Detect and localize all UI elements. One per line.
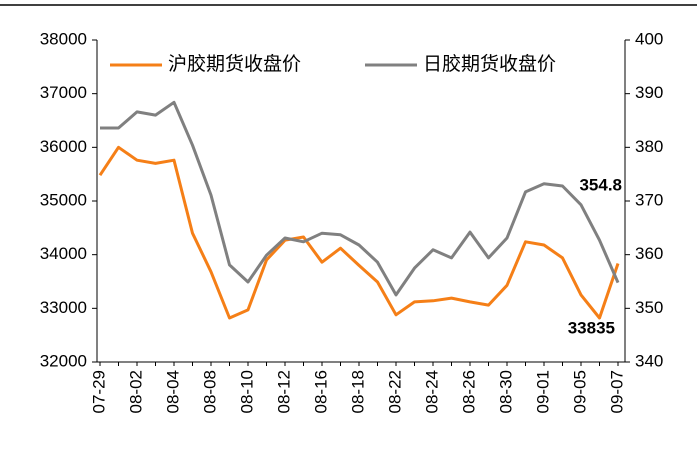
x-tick-label: 08-10 <box>237 370 256 413</box>
y2-tick-label: 350 <box>635 298 663 317</box>
y-tick-label: 34000 <box>40 244 87 263</box>
y-tick-label: 36000 <box>40 137 87 156</box>
series-line <box>98 145 620 320</box>
y-tick-label: 32000 <box>40 351 87 370</box>
x-tick-label: 08-30 <box>496 370 515 413</box>
x-tick-label: 08-04 <box>163 370 182 413</box>
y2-tick-label: 400 <box>635 29 663 48</box>
value-label: 354.8 <box>579 175 622 194</box>
x-tick-label: 07-29 <box>89 370 108 413</box>
x-tick-label: 09-05 <box>570 370 589 413</box>
y2-tick-label: 380 <box>635 137 663 156</box>
x-tick-label: 08-18 <box>348 370 367 413</box>
x-tick-label: 08-12 <box>274 370 293 413</box>
y2-tick-label: 390 <box>635 83 663 102</box>
y2-tick-label: 370 <box>635 190 663 209</box>
x-tick-label: 08-22 <box>385 370 404 413</box>
y-tick-label: 38000 <box>40 29 87 48</box>
x-tick-label: 09-01 <box>533 370 552 413</box>
x-tick-label: 08-16 <box>311 370 330 413</box>
y-tick-label: 37000 <box>40 83 87 102</box>
y2-tick-label: 340 <box>635 351 663 370</box>
x-tick-label: 08-02 <box>126 370 145 413</box>
value-label: 33835 <box>568 318 615 337</box>
y-tick-label: 33000 <box>40 298 87 317</box>
y-tick-label: 35000 <box>40 190 87 209</box>
x-tick-label: 08-26 <box>459 370 478 413</box>
x-tick-label: 08-08 <box>200 370 219 413</box>
legend-label: 沪胶期货收盘价 <box>168 53 301 75</box>
series-line <box>100 100 620 297</box>
x-tick-label: 08-24 <box>422 370 441 413</box>
x-tick-label: 09-07 <box>607 370 626 413</box>
legend-label: 日胶期货收盘价 <box>423 53 556 75</box>
y2-tick-label: 360 <box>635 244 663 263</box>
